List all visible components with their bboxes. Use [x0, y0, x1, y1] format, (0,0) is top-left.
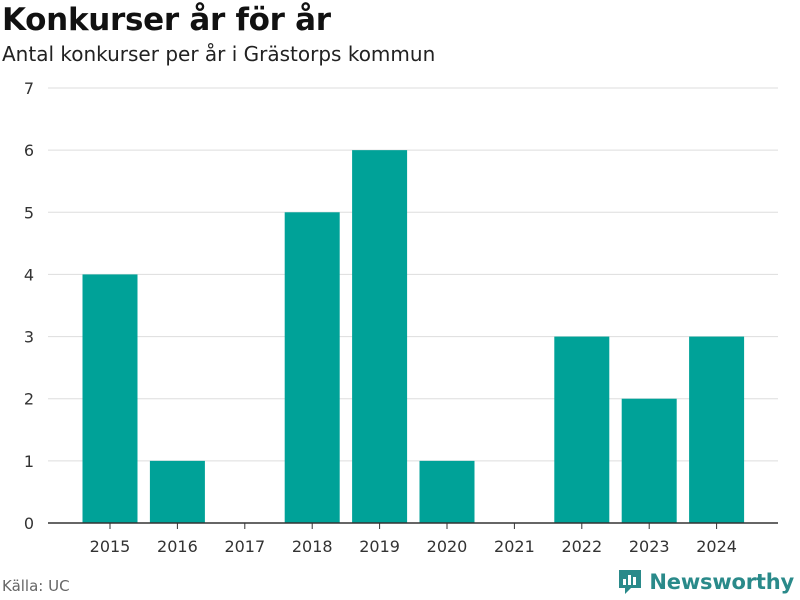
- y-tick-label: 7: [24, 79, 34, 98]
- bars: [82, 150, 745, 524]
- y-tick-label: 3: [24, 328, 34, 347]
- x-tick-label: 2016: [157, 537, 198, 556]
- source-note: Källa: UC: [2, 577, 70, 595]
- x-tick-label: 2015: [90, 537, 131, 556]
- y-tick-label: 5: [24, 203, 34, 222]
- brand-name: Newsworthy: [649, 570, 794, 594]
- x-tick-label: 2020: [427, 537, 468, 556]
- bar-2022[interactable]: [554, 336, 610, 523]
- chart-title: Konkurser år för år: [2, 2, 331, 38]
- x-tick-label: 2019: [359, 537, 400, 556]
- y-tick-label: 6: [24, 141, 34, 160]
- axes: 0 1 2 3 4 5 6 7 2015 2016 2017 2018 2019 2020 2021 2022…: [24, 79, 778, 556]
- x-tick-label: 2023: [629, 537, 670, 556]
- x-tick-label: 2021: [494, 537, 535, 556]
- bar-2019[interactable]: [352, 150, 408, 523]
- bar-2023[interactable]: [621, 398, 677, 523]
- bar-2016[interactable]: [149, 460, 205, 523]
- brand-logo[interactable]: Newsworthy: [617, 568, 794, 596]
- x-tick-label: 2024: [696, 537, 737, 556]
- chart-subtitle: Antal konkurser per år i Grästorps kommu…: [2, 42, 436, 66]
- x-tick-label: 2017: [224, 537, 265, 556]
- y-tick-label: 1: [24, 452, 34, 471]
- y-tick-label: 0: [24, 514, 34, 533]
- bar-2018[interactable]: [284, 212, 340, 524]
- y-tick-label: 4: [24, 265, 34, 284]
- bar-2024[interactable]: [689, 336, 745, 523]
- x-tick-label: 2018: [292, 537, 333, 556]
- bar-2015[interactable]: [82, 274, 138, 523]
- y-tick-label: 2: [24, 390, 34, 409]
- newsworthy-logo-icon: [619, 570, 642, 594]
- bar-2020[interactable]: [419, 460, 475, 523]
- x-tick-label: 2022: [561, 537, 602, 556]
